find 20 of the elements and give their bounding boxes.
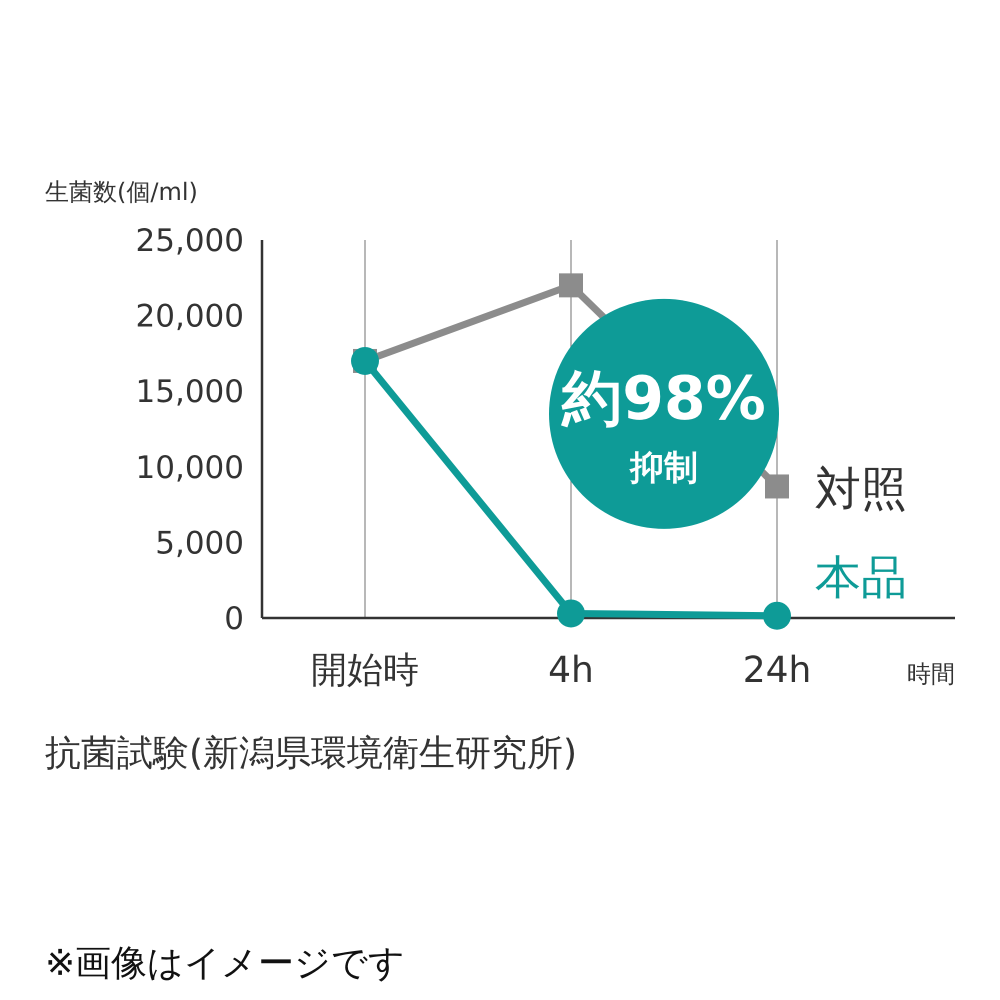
- series-label: 対照: [815, 461, 907, 516]
- y-tick-label: 5,000: [155, 525, 244, 562]
- y-tick-label: 0: [224, 601, 244, 637]
- y-tick-label: 25,000: [136, 223, 244, 259]
- annotation: 約98% 抑制: [561, 364, 766, 488]
- text: 抗菌試験(新潟県環境衛生研究所): [45, 733, 578, 774]
- series-label: 本品: [815, 550, 907, 604]
- x-axis-title: 時間: [907, 660, 955, 688]
- x-tick-label: 24h: [742, 650, 812, 691]
- y-tick-label: 15,000: [136, 374, 244, 410]
- y-tick-label: 20,000: [136, 298, 244, 335]
- x-tick-label: 開始時: [311, 650, 419, 691]
- point: [765, 474, 789, 498]
- point: [763, 602, 791, 630]
- x-tick-label: 4h: [548, 650, 594, 691]
- point: [559, 273, 583, 298]
- point: [557, 599, 585, 628]
- text: ※画像はイメージです: [45, 943, 406, 984]
- y-tick-label: 10,000: [136, 450, 244, 486]
- y-axis-title: 生菌数(個/ml): [45, 178, 198, 206]
